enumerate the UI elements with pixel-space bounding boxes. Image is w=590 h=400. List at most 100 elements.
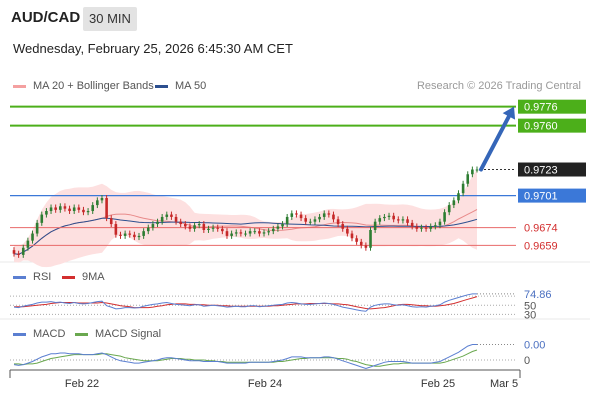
- level-label: 0.9760: [524, 121, 558, 133]
- candle-body: [396, 219, 400, 221]
- legend-rsi: RSI: [13, 271, 51, 283]
- candle-body: [438, 221, 442, 226]
- candle-body: [434, 225, 437, 227]
- macd-line: [13, 344, 477, 370]
- candle-body: [63, 206, 67, 209]
- candle-body: [267, 231, 270, 233]
- candle-body: [77, 207, 81, 210]
- last-price-label-box: [518, 162, 586, 177]
- candle-body: [221, 228, 224, 232]
- candle-body: [82, 209, 85, 213]
- candle-body: [151, 224, 155, 228]
- candle-body: [109, 218, 113, 225]
- candle-body: [443, 212, 446, 222]
- candle-body: [54, 207, 57, 210]
- level-label-box: [518, 118, 586, 133]
- candle-body: [137, 235, 141, 238]
- instrument-title: AUD/CAD: [11, 9, 81, 26]
- candle-body: [461, 183, 465, 194]
- ma50-swatch-icon: [155, 84, 168, 88]
- candle-body: [429, 226, 432, 229]
- candle-body: [49, 207, 53, 212]
- candle-body: [114, 224, 118, 235]
- legend-rsi-ma-label: 9MA: [82, 271, 105, 283]
- candle-body: [68, 208, 71, 212]
- candle-body: [105, 197, 108, 219]
- candle-body: [276, 226, 280, 229]
- legend-macd: MACD: [13, 328, 65, 340]
- candle-body: [21, 247, 25, 255]
- candle-body: [35, 222, 39, 234]
- candle-body: [262, 232, 266, 234]
- candle-body: [91, 205, 95, 212]
- x-tick-label: Feb 25: [421, 378, 455, 390]
- candle-body: [415, 226, 419, 229]
- candle-body: [318, 216, 321, 220]
- candle-body: [309, 221, 312, 223]
- candle-body: [299, 214, 303, 219]
- rsi-level-label: 50: [524, 300, 536, 312]
- candle-body: [471, 169, 474, 175]
- candle-body: [26, 240, 30, 248]
- legend-ma50-label: MA 50: [175, 80, 207, 92]
- level-label: 0.9659: [524, 240, 558, 252]
- candle-body: [387, 215, 391, 217]
- candle-body: [179, 221, 182, 225]
- candle-body: [230, 233, 233, 236]
- candle-body: [202, 224, 206, 230]
- target-arrow-shaft: [479, 114, 511, 172]
- candle-body: [373, 221, 377, 230]
- x-tick-label: Feb 24: [248, 378, 282, 390]
- candle-body: [378, 218, 382, 222]
- target-arrow-head: [502, 106, 516, 120]
- candle-body: [341, 224, 345, 229]
- report-datetime: Wednesday, February 25, 2026 6:45:30 AM …: [13, 41, 293, 56]
- candle-body: [271, 228, 275, 232]
- candle-body: [457, 193, 460, 201]
- candle-body: [40, 214, 44, 223]
- candle-body: [420, 227, 423, 229]
- candle-body: [248, 231, 252, 234]
- rsi-ma-swatch-icon: [62, 275, 75, 279]
- candle-body: [17, 253, 20, 255]
- candle-body: [383, 216, 386, 219]
- research-credit: Research © 2026 Trading Central: [416, 80, 581, 92]
- candle-body: [258, 231, 261, 234]
- level-label-box: [518, 99, 586, 114]
- candle-body: [253, 231, 257, 233]
- candle-body: [401, 219, 405, 221]
- legend-macd-label: MACD: [33, 328, 66, 340]
- candle-body: [234, 232, 238, 234]
- candle-body: [285, 216, 289, 225]
- legend-macd-signal-label: MACD Signal: [95, 328, 162, 340]
- timeframe-button[interactable]: 30 MIN: [83, 7, 137, 31]
- macd-zero-label: 0: [524, 355, 530, 367]
- last-price-label: 0.9723: [524, 165, 558, 177]
- rsi-level-label: 30: [524, 309, 536, 321]
- macd-value-label: 0.00: [524, 340, 545, 352]
- level-label: 0.9776: [524, 102, 558, 114]
- rsi-line: [13, 293, 477, 312]
- candle-body: [45, 211, 48, 215]
- candle-body: [59, 206, 62, 210]
- candle-body: [244, 233, 247, 235]
- candle-body: [332, 214, 335, 220]
- macd-signal-swatch-icon: [75, 332, 88, 336]
- candle-body: [96, 200, 99, 206]
- candle-body: [188, 226, 192, 229]
- candle-body: [346, 228, 349, 234]
- candle-body: [128, 233, 132, 235]
- candle-body: [165, 214, 169, 217]
- candle-body: [447, 205, 451, 213]
- candle-body: [123, 233, 127, 236]
- candle-body: [239, 232, 243, 234]
- candle-body: [350, 233, 354, 239]
- level-label: 0.9674: [524, 223, 558, 235]
- x-tick-label: Mar 5: [490, 378, 518, 390]
- candle-body: [211, 227, 215, 229]
- candle-body: [466, 174, 470, 184]
- candle-body: [281, 224, 284, 227]
- candle-body: [197, 224, 201, 226]
- candle-body: [133, 234, 136, 238]
